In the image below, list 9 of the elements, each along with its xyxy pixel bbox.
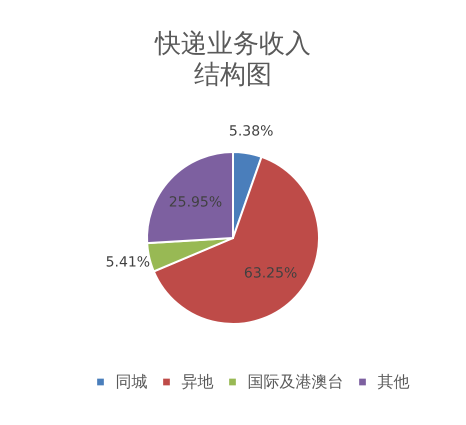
data-label: 25.95% xyxy=(168,194,222,211)
data-label: 5.38% xyxy=(228,124,274,140)
legend-label: 异地 xyxy=(182,372,214,391)
data-label: 5.41% xyxy=(106,254,150,271)
legend-label: 同城 xyxy=(116,372,148,391)
legend-label: 国际及港澳台 xyxy=(248,372,344,391)
chart-title: 快递业务收入结构图 xyxy=(154,29,311,90)
data-label: 63.25% xyxy=(244,265,298,282)
legend-label: 其他 xyxy=(378,372,410,391)
